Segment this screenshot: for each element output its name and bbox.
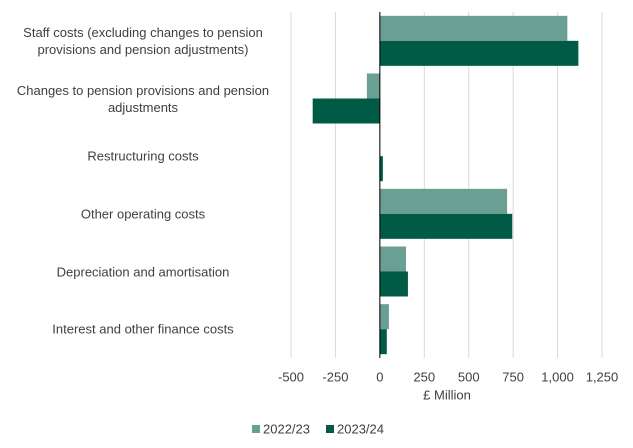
- bar: [379, 15, 568, 41]
- legend-label: 2022/23: [263, 421, 310, 436]
- bar: [379, 40, 579, 66]
- x-tick-label: -250: [322, 369, 348, 384]
- x-tick-label: 500: [458, 369, 480, 384]
- bar: [312, 98, 380, 124]
- x-tick-label: 0: [376, 369, 383, 384]
- bar: [379, 156, 383, 182]
- x-tick-label: -500: [278, 369, 304, 384]
- legend-swatch: [252, 425, 260, 433]
- y-tick-label: Changes to pension provisions and pensio…: [16, 82, 270, 115]
- x-tick-label: 1,000: [541, 369, 574, 384]
- y-tick-label: Interest and other finance costs: [52, 321, 234, 337]
- bar: [379, 213, 513, 239]
- x-tick-label: 250: [413, 369, 435, 384]
- y-tick-label: Other operating costs: [80, 206, 206, 222]
- y-tick-label: Depreciation and amortisation: [56, 264, 230, 279]
- bar: [366, 73, 380, 99]
- x-tick-label: 1,250: [586, 369, 619, 384]
- bar: [379, 304, 389, 330]
- bar: [379, 188, 508, 214]
- y-tick-label: Restructuring costs: [87, 148, 199, 164]
- legend-label: 2023/24: [337, 421, 384, 436]
- x-axis-label: £ Million: [423, 387, 471, 402]
- bar: [379, 246, 406, 272]
- y-tick-label: Staff costs (excluding changes to pensio…: [23, 24, 263, 57]
- legend-swatch: [326, 425, 334, 433]
- x-tick-label: 750: [502, 369, 524, 384]
- bar: [379, 329, 387, 355]
- bar: [379, 271, 408, 297]
